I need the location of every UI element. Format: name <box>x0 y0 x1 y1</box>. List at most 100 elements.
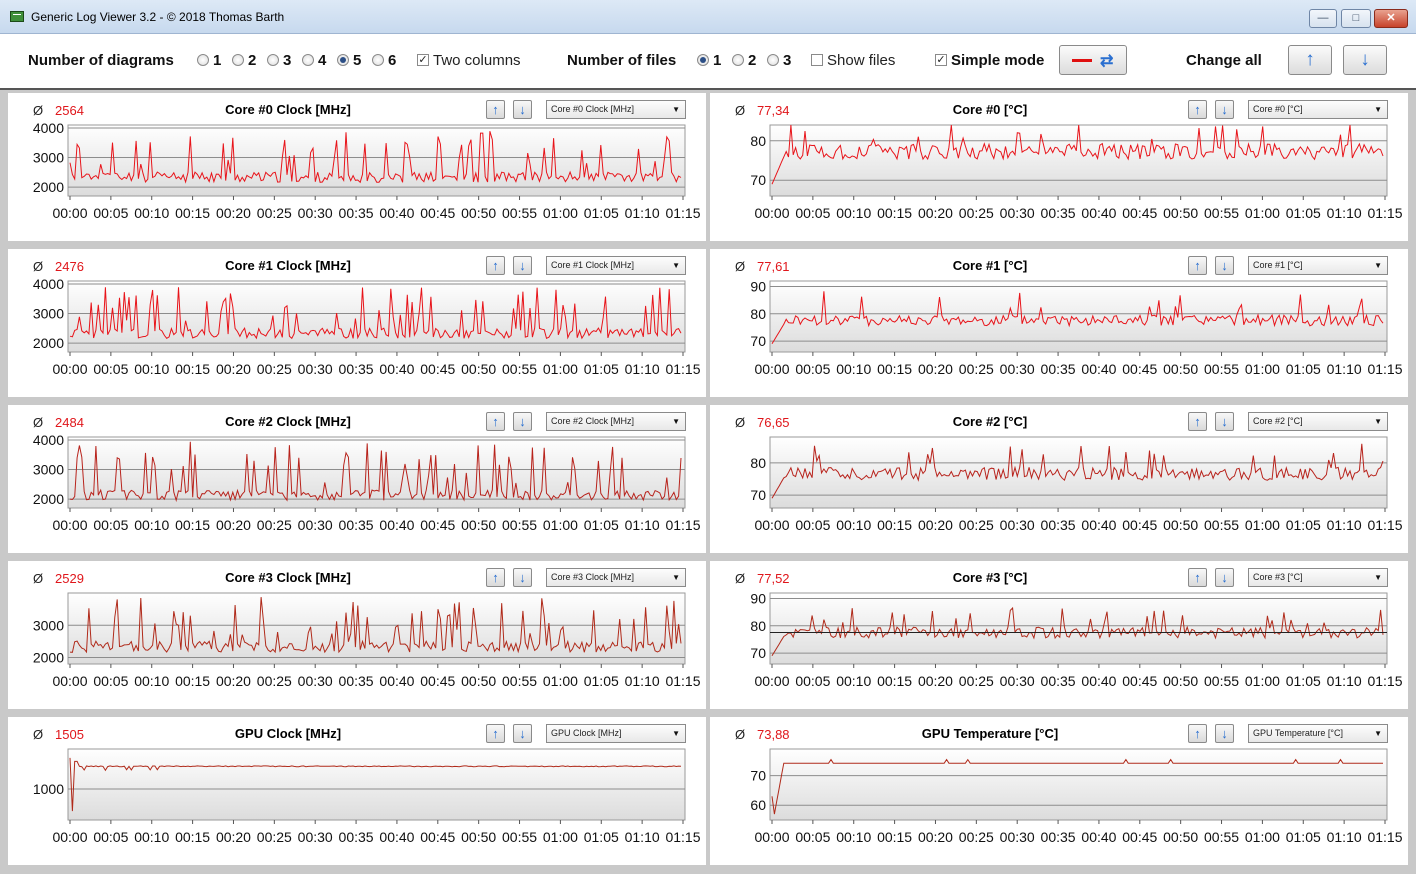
diagrams-radio-2[interactable] <box>232 54 244 66</box>
diagrams-radio-6[interactable] <box>372 54 384 66</box>
diagrams-radio-1[interactable] <box>197 54 209 66</box>
x-tick-label: 00:50 <box>1163 361 1198 377</box>
diagram-panel: Ø 1505 GPU Clock [MHz] ↑ ↓ GPU Clock [MHz] ▼ 10… <box>8 717 706 865</box>
average-value: 73,88 <box>757 727 790 742</box>
x-tick-label: 01:15 <box>1367 673 1402 689</box>
x-tick-label: 00:05 <box>93 517 128 533</box>
x-tick-label: 00:50 <box>461 829 496 845</box>
move-up-button[interactable]: ↑ <box>486 568 505 587</box>
move-up-button[interactable]: ↑ <box>1188 412 1207 431</box>
x-tick-label: 01:10 <box>625 205 660 221</box>
move-up-button[interactable]: ↑ <box>486 724 505 743</box>
move-up-button[interactable]: ↑ <box>1188 724 1207 743</box>
diagrams-radio-3[interactable] <box>267 54 279 66</box>
sensor-select[interactable]: GPU Clock [MHz] ▼ <box>546 724 686 743</box>
x-tick-label: 00:45 <box>420 829 455 845</box>
series-line <box>771 124 1384 185</box>
move-down-button[interactable]: ↓ <box>513 724 532 743</box>
sensor-select-value: Core #1 Clock [MHz] <box>551 260 635 270</box>
sensor-select[interactable]: Core #3 Clock [MHz] ▼ <box>546 568 686 587</box>
x-tick-label: 00:35 <box>339 829 374 845</box>
x-tick-label: 00:10 <box>836 829 871 845</box>
files-radio-3[interactable] <box>767 54 779 66</box>
x-tick-label: 01:15 <box>1367 517 1402 533</box>
x-tick-label: 01:10 <box>625 673 660 689</box>
sensor-select-value: GPU Clock [MHz] <box>551 728 622 738</box>
move-down-button[interactable]: ↓ <box>513 256 532 275</box>
x-tick-label: 01:10 <box>1327 829 1362 845</box>
sensor-select[interactable]: Core #1 Clock [MHz] ▼ <box>546 256 686 275</box>
maximize-button[interactable]: □ <box>1341 9 1371 28</box>
sensor-select[interactable]: GPU Temperature [°C] ▼ <box>1248 724 1388 743</box>
move-down-button[interactable]: ↓ <box>513 412 532 431</box>
change-all-up-button[interactable]: ↑ <box>1288 45 1332 75</box>
x-tick-label: 00:10 <box>836 673 871 689</box>
move-down-button[interactable]: ↓ <box>1215 100 1234 119</box>
files-radio-label-2: 2 <box>748 52 757 69</box>
two-columns-label: Two columns <box>433 52 521 69</box>
x-tick-label: 01:05 <box>584 673 619 689</box>
y-tick-label: 4000 <box>33 120 64 136</box>
x-tick-label: 00:00 <box>52 361 87 377</box>
close-button[interactable]: ✕ <box>1374 9 1408 28</box>
files-radio-1[interactable] <box>697 54 709 66</box>
move-down-button[interactable]: ↓ <box>1215 724 1234 743</box>
move-down-button[interactable]: ↓ <box>513 568 532 587</box>
diagram-panel: Ø 2476 Core #1 Clock [MHz] ↑ ↓ Core #1 Clock … <box>8 249 706 397</box>
diagrams-radio-4[interactable] <box>302 54 314 66</box>
diagrams-radio-label-3: 3 <box>283 52 292 69</box>
sensor-select-value: GPU Temperature [°C] <box>1253 728 1343 738</box>
sensor-select[interactable]: Core #2 Clock [MHz] ▼ <box>546 412 686 431</box>
show-files-checkbox[interactable] <box>811 54 823 66</box>
y-tick-label: 2000 <box>33 650 64 666</box>
diagram-title: Core #3 Clock [MHz] <box>225 570 351 585</box>
x-tick-label: 00:30 <box>1000 517 1035 533</box>
series-line <box>771 291 1384 345</box>
x-tick-label: 00:30 <box>298 361 333 377</box>
average-symbol: Ø <box>735 259 746 274</box>
move-up-button[interactable]: ↑ <box>486 100 505 119</box>
change-all-down-button[interactable]: ↓ <box>1343 45 1387 75</box>
move-up-button[interactable]: ↑ <box>486 412 505 431</box>
sensor-select-value: Core #3 Clock [MHz] <box>551 572 635 582</box>
number-of-diagrams-label: Number of diagrams <box>28 52 174 69</box>
move-down-button[interactable]: ↓ <box>513 100 532 119</box>
minimize-button[interactable]: — <box>1309 9 1337 28</box>
move-up-button[interactable]: ↑ <box>1188 256 1207 275</box>
move-down-button[interactable]: ↓ <box>1215 568 1234 587</box>
line-chart: 70 80 00:00 00:05 00:10 00:15 00:20 00:25 00:30 0… <box>750 124 1403 221</box>
sensor-select[interactable]: Core #0 [°C] ▼ <box>1248 100 1388 119</box>
average-value: 1505 <box>55 727 84 742</box>
show-files-label: Show files <box>827 52 896 69</box>
dropdown-arrow-icon: ▼ <box>672 105 680 114</box>
move-up-button[interactable]: ↑ <box>1188 568 1207 587</box>
x-tick-label: 01:10 <box>1327 517 1362 533</box>
line-color-swap-button[interactable]: ⇄ <box>1059 45 1127 75</box>
x-tick-label: 00:45 <box>1122 361 1157 377</box>
sensor-select[interactable]: Core #3 [°C] ▼ <box>1248 568 1388 587</box>
move-down-button[interactable]: ↓ <box>1215 412 1234 431</box>
x-tick-label: 00:15 <box>877 361 912 377</box>
x-tick-label: 00:20 <box>918 829 953 845</box>
move-up-button[interactable]: ↑ <box>1188 100 1207 119</box>
sensor-select[interactable]: Core #0 Clock [MHz] ▼ <box>546 100 686 119</box>
x-tick-label: 00:20 <box>216 517 251 533</box>
x-tick-label: 00:50 <box>1163 829 1198 845</box>
x-tick-label: 00:40 <box>379 517 414 533</box>
x-tick-label: 01:05 <box>1286 361 1321 377</box>
move-up-button[interactable]: ↑ <box>486 256 505 275</box>
move-down-button[interactable]: ↓ <box>1215 256 1234 275</box>
x-tick-label: 00:50 <box>1163 517 1198 533</box>
diagrams-radio-5[interactable] <box>337 54 349 66</box>
two-columns-checkbox[interactable]: ✓ <box>417 54 429 66</box>
files-radio-label-1: 1 <box>713 52 722 69</box>
x-tick-label: 00:10 <box>134 361 169 377</box>
simple-mode-checkbox[interactable]: ✓ <box>935 54 947 66</box>
files-radio-2[interactable] <box>732 54 744 66</box>
dropdown-arrow-icon: ▼ <box>1374 573 1382 582</box>
arrow-down-icon: ↓ <box>1360 49 1370 70</box>
sensor-select[interactable]: Core #2 [°C] ▼ <box>1248 412 1388 431</box>
sensor-select[interactable]: Core #1 [°C] ▼ <box>1248 256 1388 275</box>
diagram-panel: Ø 2529 Core #3 Clock [MHz] ↑ ↓ Core #3 Clock … <box>8 561 706 709</box>
x-tick-label: 00:55 <box>502 517 537 533</box>
